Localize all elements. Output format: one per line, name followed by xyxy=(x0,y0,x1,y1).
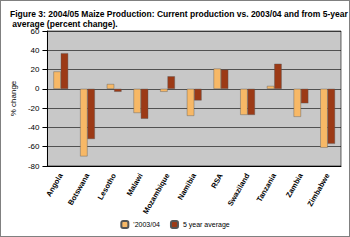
svg-text:5 year average: 5 year average xyxy=(183,221,230,229)
svg-text:Namibia: Namibia xyxy=(176,171,199,201)
svg-text:Lesotho: Lesotho xyxy=(96,171,119,201)
svg-text:average (percent change).: average (percent change). xyxy=(10,19,118,29)
svg-text:Mozambique: Mozambique xyxy=(141,172,171,216)
svg-text:'2003/04: '2003/04 xyxy=(133,221,160,228)
svg-text:-40: -40 xyxy=(28,123,40,132)
svg-text:-20: -20 xyxy=(28,104,40,113)
svg-text:Figure 3: 2004/05 Maize Produc: Figure 3: 2004/05 Maize Production: Curr… xyxy=(10,9,348,19)
svg-text:% change: % change xyxy=(9,80,18,116)
svg-text:40: 40 xyxy=(31,46,40,55)
svg-text:Swaziland: Swaziland xyxy=(226,171,252,207)
svg-text:20: 20 xyxy=(31,65,40,74)
svg-text:Malawi: Malawi xyxy=(125,172,145,198)
svg-text:60: 60 xyxy=(30,26,40,36)
svg-text:Angola: Angola xyxy=(44,171,65,198)
svg-text:Zimbabwe: Zimbabwe xyxy=(305,172,331,208)
svg-text:Zambia: Zambia xyxy=(284,171,305,199)
svg-text:RSA: RSA xyxy=(209,171,225,190)
svg-text:0: 0 xyxy=(35,84,40,93)
svg-text:Botswana: Botswana xyxy=(66,171,92,207)
svg-text:-80: -80 xyxy=(28,162,40,171)
svg-text:-60: -60 xyxy=(28,142,40,151)
svg-text:Tanzania: Tanzania xyxy=(255,171,279,203)
